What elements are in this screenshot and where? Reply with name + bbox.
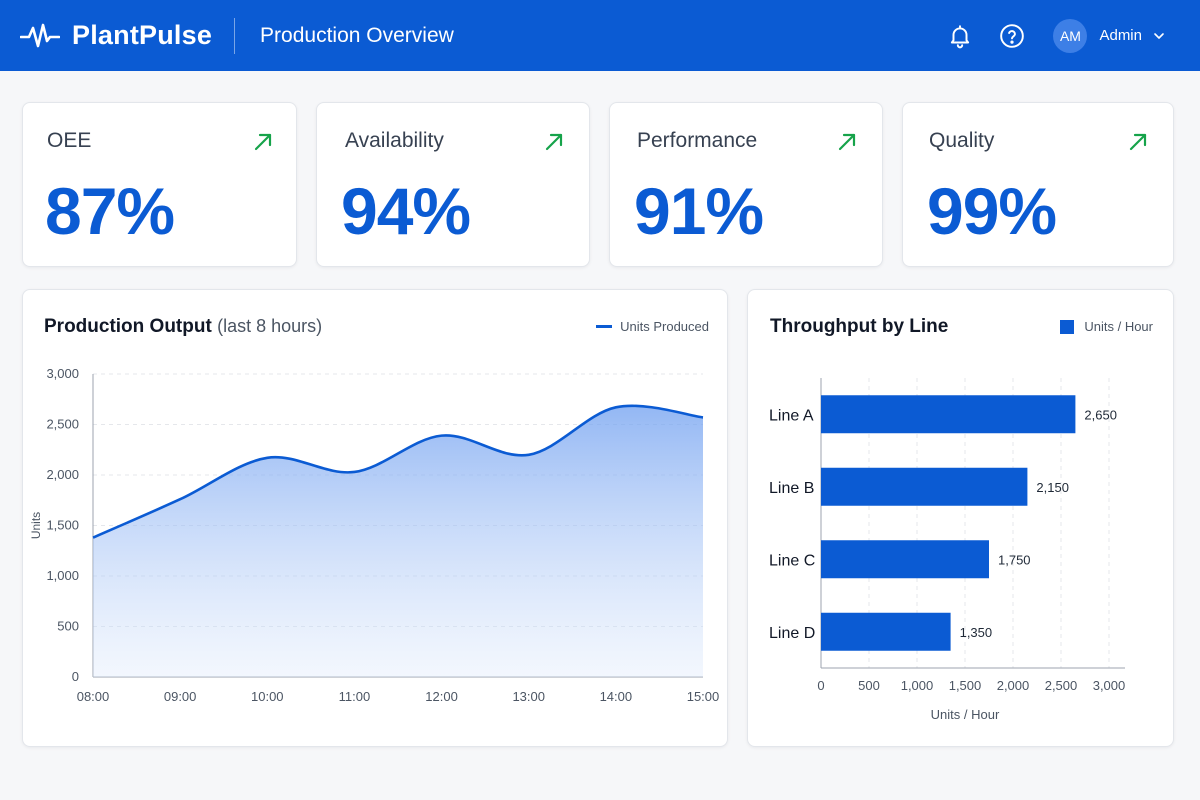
data-point: [439, 433, 445, 439]
x-tick-label: 12:00: [425, 689, 458, 704]
x-tick-label: 2,500: [1045, 678, 1078, 693]
x-tick-label: 11:00: [339, 689, 371, 704]
help-button[interactable]: [995, 19, 1029, 53]
header-actions: AM Admin: [943, 0, 1200, 71]
y-tick-label: 1,000: [46, 568, 79, 583]
bar-value-label: 2,150: [1036, 480, 1069, 495]
avatar: AM: [1053, 18, 1088, 53]
x-tick-label: 0: [817, 678, 824, 693]
header-divider: [234, 17, 236, 54]
legend-label: Units / Hour: [1084, 319, 1153, 334]
kpi-value: 94%: [341, 174, 471, 248]
kpi-value: 87%: [45, 174, 175, 248]
bar-value-label: 1,750: [998, 552, 1031, 567]
kpi-label: OEE: [47, 129, 92, 152]
chart-title: Production Output (last 8 hours): [44, 316, 322, 338]
data-point: [90, 535, 96, 541]
x-tick-label: 1,000: [901, 678, 934, 693]
x-tick-label: 13:00: [512, 689, 545, 704]
notifications-button[interactable]: [943, 19, 977, 53]
pulse-logo-icon: [20, 23, 60, 47]
x-tick-label: 10:00: [251, 689, 284, 704]
y-tick-label: 3,000: [46, 366, 79, 381]
bar-value-label: 1,350: [960, 625, 993, 640]
trend-up-icon: [1129, 133, 1147, 151]
x-tick-label: 15:00: [687, 689, 720, 704]
chart-subtitle: (last 8 hours): [217, 316, 323, 336]
bar-line-d: [821, 612, 951, 651]
y-tick-label: 1,500: [46, 518, 79, 533]
kpi-card-oee[interactable]: OEE 87%: [22, 102, 297, 267]
kpi-card-quality[interactable]: Quality 99%: [902, 102, 1174, 267]
x-tick-label: 3,000: [1093, 678, 1126, 693]
x-axis-label: Units / Hour: [931, 707, 1000, 722]
y-tick-label: 0: [72, 669, 79, 684]
y-tick-label: 2,000: [46, 467, 79, 482]
category-label: Line B: [769, 480, 814, 497]
chart-title-main: Throughput by Line: [770, 316, 949, 337]
kpi-value: 99%: [927, 174, 1057, 248]
kpi-card-availability[interactable]: Availability 94%: [316, 102, 590, 267]
bar-value-label: 2,650: [1084, 407, 1117, 422]
data-point: [264, 455, 270, 461]
throughput-card: Throughput by Line Units / Hour 0 500 1,00…: [747, 289, 1174, 747]
x-tick-label: 14:00: [600, 689, 633, 704]
category-label: Line C: [769, 552, 815, 569]
bar-line-a: [821, 395, 1076, 434]
bell-icon: [951, 24, 970, 48]
trend-up-icon: [545, 133, 563, 151]
x-tick-label: 500: [858, 678, 880, 693]
brand-name: PlantPulse: [72, 20, 213, 50]
data-point: [613, 404, 619, 410]
bar-line-b: [821, 467, 1028, 506]
kpi-label: Quality: [929, 129, 995, 152]
legend-line-swatch: [596, 325, 613, 328]
x-tick-label: 2,000: [997, 678, 1030, 693]
data-point: [351, 469, 357, 475]
category-label: Line A: [769, 407, 814, 424]
help-circle-icon: [1000, 23, 1025, 48]
data-point: [526, 452, 532, 458]
series-line-units-produced: [92, 404, 704, 539]
chart-legend[interactable]: Units / Hour: [1060, 319, 1153, 334]
kpi-label: Performance: [637, 129, 758, 152]
legend-box-swatch: [1060, 319, 1075, 334]
x-tick-label: 1,500: [949, 678, 982, 693]
kpi-label: Availability: [345, 129, 444, 152]
top-navigation-bar: PlantPulse Production Overview AM Admin: [0, 0, 1200, 71]
chart-title-main: Production Output: [44, 316, 212, 337]
y-axis-label: Units: [29, 512, 43, 539]
trend-up-icon: [254, 133, 272, 151]
bar-line-c: [821, 540, 989, 579]
kpi-value: 91%: [634, 174, 764, 248]
x-tick-label: 08:00: [77, 689, 110, 704]
category-label: Line D: [769, 625, 815, 642]
throughput-chart[interactable]: 0 500 1,000 1,500 2,000 2,500 3,000 Units / Hou…: [748, 290, 1175, 748]
data-point: [700, 414, 706, 420]
data-point: [177, 496, 183, 502]
chevron-down-icon: [1154, 32, 1164, 39]
page-title: Production Overview: [260, 23, 454, 47]
kpi-card-performance[interactable]: Performance 91%: [609, 102, 883, 267]
area-fill: [93, 405, 703, 677]
legend-label: Units Produced: [620, 319, 709, 334]
production-output-chart[interactable]: 0 500 1,000 1,500 2,000 2,500 3,000 08:00 09:00 1…: [23, 290, 729, 748]
user-name: Admin: [1099, 27, 1142, 44]
production-output-card: Production Output (last 8 hours) Units P…: [22, 289, 728, 747]
y-tick-label: 2,500: [46, 417, 79, 432]
y-tick-label: 500: [57, 619, 79, 634]
user-menu[interactable]: AM Admin: [1053, 18, 1166, 53]
brand[interactable]: PlantPulse: [20, 20, 212, 51]
chart-title: Throughput by Line: [770, 316, 948, 338]
x-tick-label: 09:00: [164, 689, 197, 704]
trend-up-icon: [838, 133, 856, 151]
chart-legend[interactable]: Units Produced: [596, 319, 709, 334]
